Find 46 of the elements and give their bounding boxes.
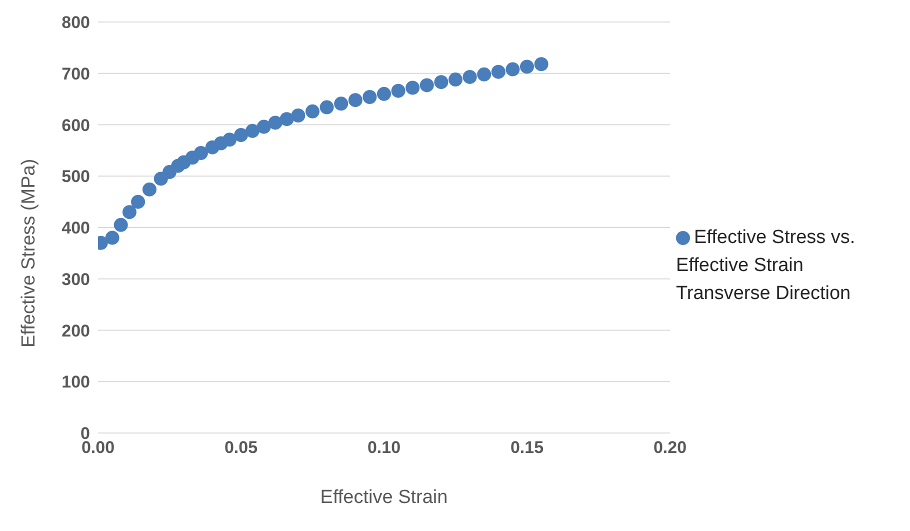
point [234,128,248,142]
point [306,104,320,118]
point [131,194,146,209]
point [462,70,477,84]
point [377,86,391,101]
point [477,67,492,82]
point [506,62,520,76]
point [280,112,294,126]
point [534,57,548,72]
point [122,205,136,220]
point [245,124,260,138]
y-axis-title: Effective Stress (MPa) [18,158,40,348]
point [256,120,271,134]
y-tick-label: 300 [62,270,90,289]
point [142,182,156,196]
point [334,96,348,111]
point [105,230,120,245]
point [268,116,282,130]
point [448,72,462,87]
x-tick-label: 0.20 [653,438,687,458]
point [362,90,377,104]
x-tick-label: 0.10 [367,438,401,458]
x-tick-label: 0.00 [81,438,115,458]
point [320,100,334,114]
legend-label: Effective Stress vs. Effective Strain Transverse Direction [676,226,856,304]
point [194,146,208,160]
point [291,108,306,123]
y-tick-label: 200 [62,321,90,340]
point [114,218,128,232]
point [491,64,506,79]
y-tick-label: 600 [62,116,90,135]
point [406,80,420,95]
y-tick-label: 400 [62,218,90,238]
x-tick-label: 0.05 [224,438,258,458]
point [222,132,237,147]
y-tick-label: 100 [62,372,90,392]
point [348,93,362,108]
y-tick-label: 700 [62,64,90,84]
x-tick-label: 0.15 [510,438,544,458]
point [434,75,448,90]
point [420,78,434,92]
point [520,60,534,74]
point [391,84,406,98]
x-axis-title: Effective Strain [320,487,448,508]
y-tick-label: 800 [62,13,90,32]
y-tick-label: 500 [62,167,90,186]
